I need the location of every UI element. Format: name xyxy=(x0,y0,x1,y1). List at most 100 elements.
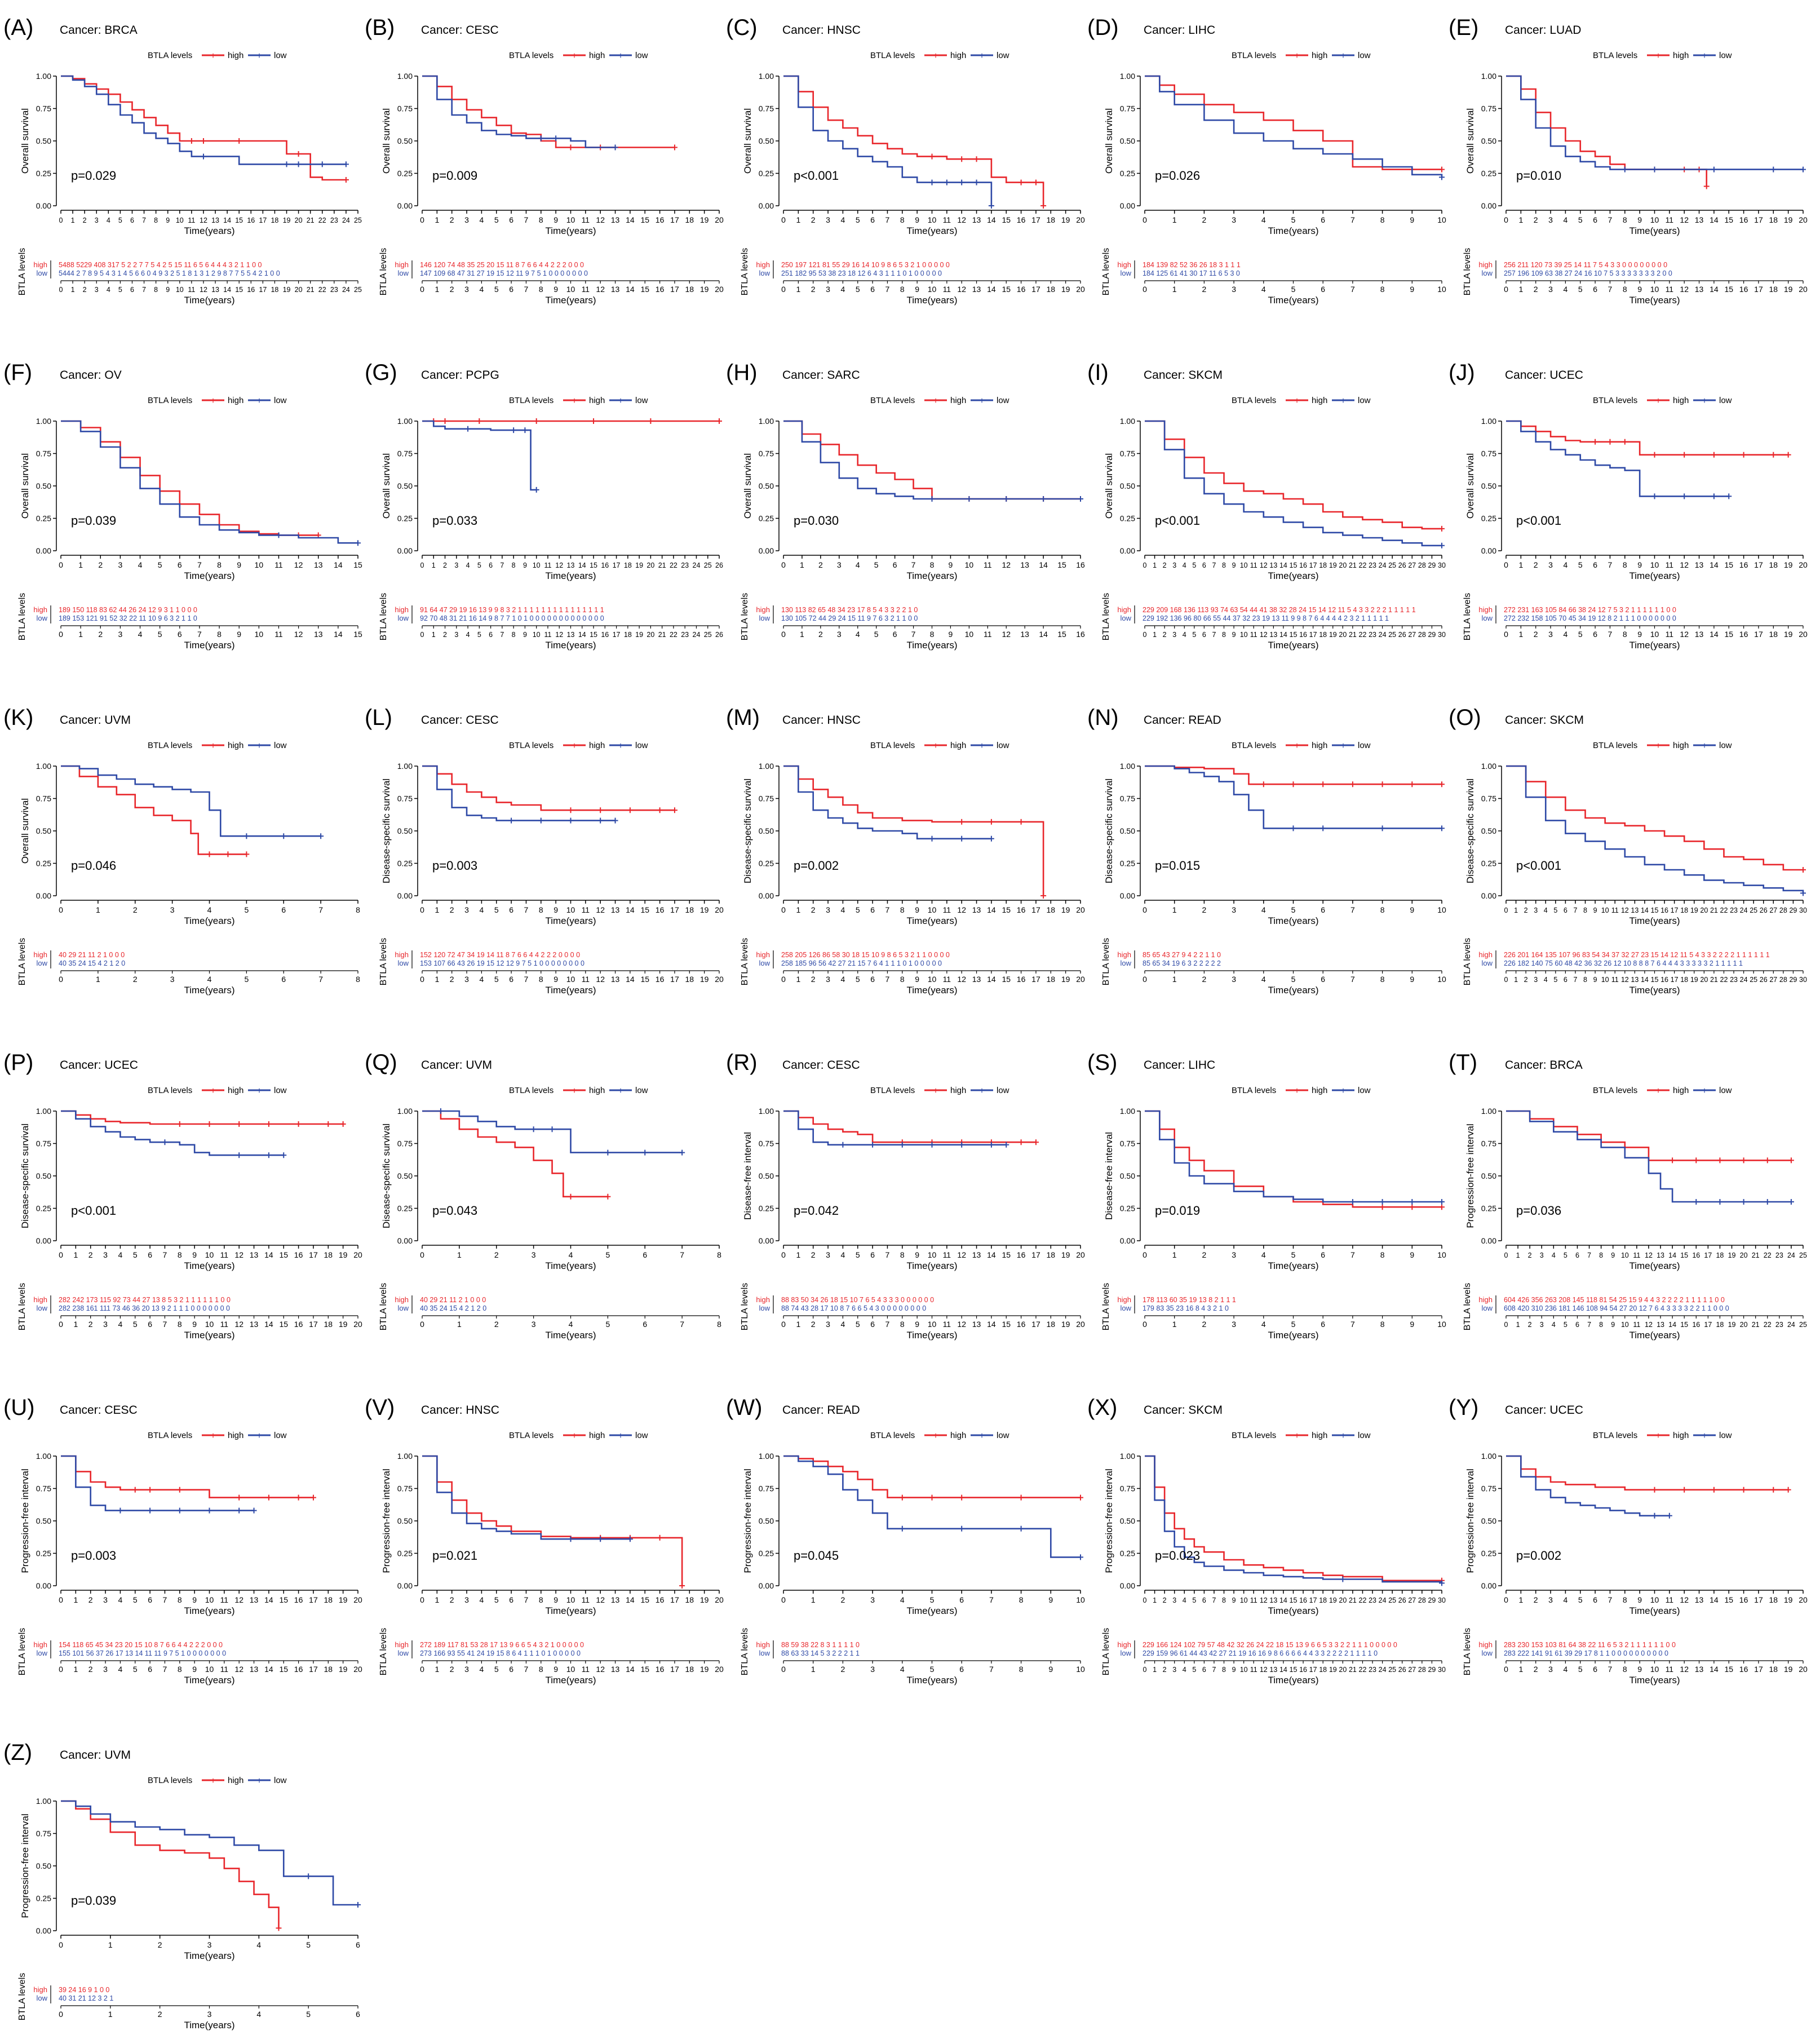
risk-x-tick-label: 3 xyxy=(1172,631,1176,639)
risk-x-tick-label: 15 xyxy=(1724,1665,1733,1674)
panel-letter: (C) xyxy=(726,15,758,40)
risk-x-tick-label: 24 xyxy=(342,286,350,294)
p-value: p<0.001 xyxy=(1155,514,1200,528)
censor-mark-high xyxy=(1018,819,1024,825)
x-tick-label: 24 xyxy=(1379,1596,1387,1604)
risk-x-tick-label: 5 xyxy=(133,1320,138,1329)
risk-x-tick-label: 17 xyxy=(1671,976,1679,984)
x-tick-label: 5 xyxy=(133,1250,138,1259)
x-tick-label: 20 xyxy=(1076,1250,1085,1259)
x-tick-label: 3 xyxy=(1232,905,1236,914)
risk-x-tick-label: 18 xyxy=(1319,631,1327,639)
risk-x-tick-label: 9 xyxy=(915,1320,919,1329)
risk-x-tick-label: 28 xyxy=(1779,976,1787,984)
censor-mark-high xyxy=(147,1487,153,1493)
x-tick-label: 13 xyxy=(1269,561,1277,569)
x-tick-label: 3 xyxy=(95,216,99,224)
risk-table-ylabel: BTLA levels xyxy=(379,1628,388,1675)
legend-high-label: high xyxy=(950,1086,966,1095)
risk-row-low-label: low xyxy=(36,1304,47,1312)
risk-x-tick-label: 2 xyxy=(1524,976,1528,984)
x-tick-label: 12 xyxy=(1680,215,1689,224)
risk-x-tick-label: 10 xyxy=(566,1665,575,1674)
risk-x-tick-label: 8 xyxy=(1583,976,1587,984)
censor-mark-high xyxy=(1078,1494,1083,1501)
y-tick-label: 0.00 xyxy=(759,1236,774,1245)
y-tick-label: 0.00 xyxy=(1120,1581,1135,1590)
risk-x-tick-label: 0 xyxy=(59,630,63,639)
x-tick-label: 9 xyxy=(1593,906,1597,914)
x-tick-label: 9 xyxy=(1410,905,1414,914)
legend-title: BTLA levels xyxy=(148,1086,192,1095)
x-tick-label: 9 xyxy=(553,1595,558,1604)
risk-x-tick-label: 6 xyxy=(1321,975,1325,984)
curve-low xyxy=(61,75,346,165)
x-tick-label: 14 xyxy=(987,905,996,914)
y-axis-label: Disease-specific survival xyxy=(381,1123,392,1228)
x-tick-label: 8 xyxy=(154,216,158,224)
x-tick-label: 9 xyxy=(192,1250,197,1259)
risk-x-tick-label: 7 xyxy=(1212,631,1216,639)
curve-high xyxy=(1506,420,1788,456)
legend-title: BTLA levels xyxy=(1232,1086,1276,1095)
risk-x-tick-label: 9 xyxy=(949,630,953,639)
x-tick-label: 4 xyxy=(138,560,143,569)
panel-letter: (P) xyxy=(3,1050,33,1075)
legend-high-mark: + xyxy=(572,396,577,406)
censor-mark-high xyxy=(1439,781,1445,788)
censor-mark-low xyxy=(355,1902,361,1908)
y-tick-label: 0.00 xyxy=(759,201,774,210)
risk-x-tick-label: 30 xyxy=(1438,1666,1446,1674)
risk-row-low: 282 238 161 111 73 46 36 20 13 9 2 1 1 1… xyxy=(59,1304,230,1312)
censor-mark-high xyxy=(340,1121,346,1127)
legend-title: BTLA levels xyxy=(1593,741,1637,750)
risk-x-tick-label: 7 xyxy=(163,1665,167,1674)
x-tick-label: 6 xyxy=(148,1595,152,1604)
curve-high xyxy=(1145,765,1442,785)
risk-x-tick-label: 16 xyxy=(601,631,609,639)
risk-x-tick-label: 7 xyxy=(1350,975,1355,984)
censor-mark-high xyxy=(1033,179,1039,185)
risk-x-tick-label: 10 xyxy=(928,285,937,294)
risk-x-tick-label: 18 xyxy=(1769,285,1778,294)
risk-x-tick-label: 25 xyxy=(354,286,362,294)
risk-x-tick-label: 0 xyxy=(420,285,424,294)
risk-x-tick-label: 5 xyxy=(930,1665,935,1674)
risk-row-low: 130 105 72 44 29 24 15 11 9 7 6 3 2 1 1 … xyxy=(781,614,918,622)
risk-x-tick-label: 8 xyxy=(1222,1666,1226,1674)
legend-high-label: high xyxy=(228,396,243,405)
risk-x-tick-label: 5 xyxy=(1192,631,1196,639)
risk-x-tick-label: 3 xyxy=(826,1320,830,1329)
risk-row-low: 85 65 34 19 6 3 2 2 2 2 2 xyxy=(1143,959,1221,967)
legend-title: BTLA levels xyxy=(870,1431,915,1440)
censor-mark-high xyxy=(236,1494,242,1501)
censor-mark-high xyxy=(929,153,935,160)
censor-mark-low xyxy=(1711,166,1717,172)
x-tick-label: 12 xyxy=(294,560,303,569)
x-tick-label: 6 xyxy=(1202,1596,1206,1604)
risk-x-axis-label: Time(years) xyxy=(184,1675,234,1685)
censor-mark-low xyxy=(1439,174,1445,180)
risk-row-high-label: high xyxy=(1478,260,1493,269)
censor-mark-high xyxy=(899,1494,905,1501)
legend-high-label: high xyxy=(950,741,966,750)
censor-mark-high xyxy=(568,144,574,151)
risk-table-ylabel: BTLA levels xyxy=(1101,938,1111,985)
risk-x-tick-label: 15 xyxy=(1002,285,1011,294)
panel-title: Cancer: SKCM xyxy=(1505,714,1584,727)
x-tick-label: 0 xyxy=(1504,215,1508,224)
panel-title: Cancer: HNSC xyxy=(782,24,861,37)
risk-x-tick-label: 15 xyxy=(1290,631,1298,639)
curve-high xyxy=(422,1455,683,1586)
censor-mark-low xyxy=(959,1525,965,1532)
risk-x-tick-label: 4 xyxy=(1564,630,1568,639)
legend-high-mark: + xyxy=(210,1776,215,1786)
p-value: p<0.001 xyxy=(1516,514,1561,528)
risk-x-tick-label: 0 xyxy=(781,1320,786,1329)
risk-x-tick-label: 21 xyxy=(1349,1666,1357,1674)
curve-high xyxy=(422,75,675,148)
risk-x-tick-label: 19 xyxy=(1784,630,1793,639)
x-tick-label: 0 xyxy=(420,1595,424,1604)
risk-x-tick-label: 7 xyxy=(1587,1321,1591,1329)
x-axis-label: Time(years) xyxy=(1629,1605,1680,1616)
